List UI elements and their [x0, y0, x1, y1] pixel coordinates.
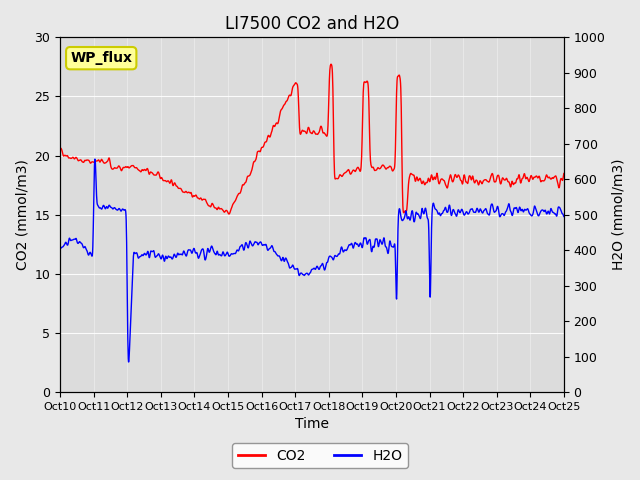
H2O	[91, 156, 99, 162]
CO2	[516, 175, 524, 181]
Line: CO2: CO2	[60, 64, 564, 214]
CO2	[327, 61, 335, 67]
CO2	[196, 195, 204, 201]
H2O	[125, 359, 132, 365]
H2O	[530, 207, 538, 213]
H2O	[458, 207, 466, 213]
CO2	[326, 63, 334, 69]
Title: LI7500 CO2 and H2O: LI7500 CO2 and H2O	[225, 15, 399, 33]
X-axis label: Time: Time	[295, 418, 329, 432]
H2O	[326, 253, 334, 259]
H2O	[56, 246, 64, 252]
H2O	[516, 204, 524, 210]
H2O	[197, 249, 205, 254]
Line: H2O: H2O	[60, 159, 564, 362]
Y-axis label: CO2 (mmol/m3): CO2 (mmol/m3)	[15, 159, 29, 270]
Text: WP_flux: WP_flux	[70, 51, 132, 65]
CO2	[56, 145, 64, 151]
Legend: CO2, H2O: CO2, H2O	[232, 443, 408, 468]
CO2	[458, 181, 466, 187]
CO2	[560, 170, 568, 176]
H2O	[338, 244, 346, 250]
CO2	[225, 211, 233, 217]
Y-axis label: H2O (mmol/m3): H2O (mmol/m3)	[611, 159, 625, 270]
CO2	[530, 175, 538, 180]
H2O	[560, 214, 568, 219]
CO2	[338, 173, 346, 179]
